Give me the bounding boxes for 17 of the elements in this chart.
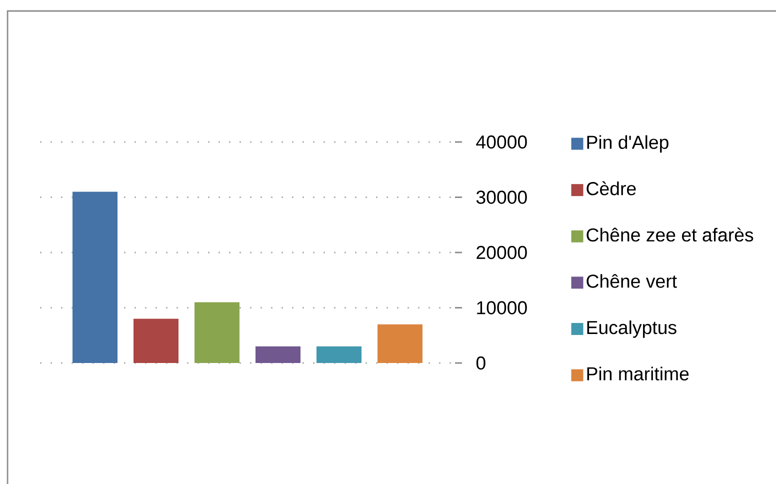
y-tick-label: 20000 [476,246,527,260]
bar [378,324,422,363]
bar [72,192,118,363]
legend-label: Pin maritime [587,366,689,380]
y-tick-label: 40000 [476,135,527,149]
legend-label: Chêne zee et afarès [586,228,754,242]
y-tick-label: 30000 [476,190,527,204]
bar [316,346,362,363]
bar [256,346,300,363]
legend-label: Eucalyptus [587,320,676,338]
y-tick-label: 10000 [477,301,527,314]
y-tick-label: 0 [476,356,486,370]
bar [134,318,178,363]
bar [194,302,240,363]
legend-label: Chêne vert [586,274,677,288]
legend-label: Cèdre [586,181,636,196]
legend-label: Pin d'Alep [587,135,668,153]
